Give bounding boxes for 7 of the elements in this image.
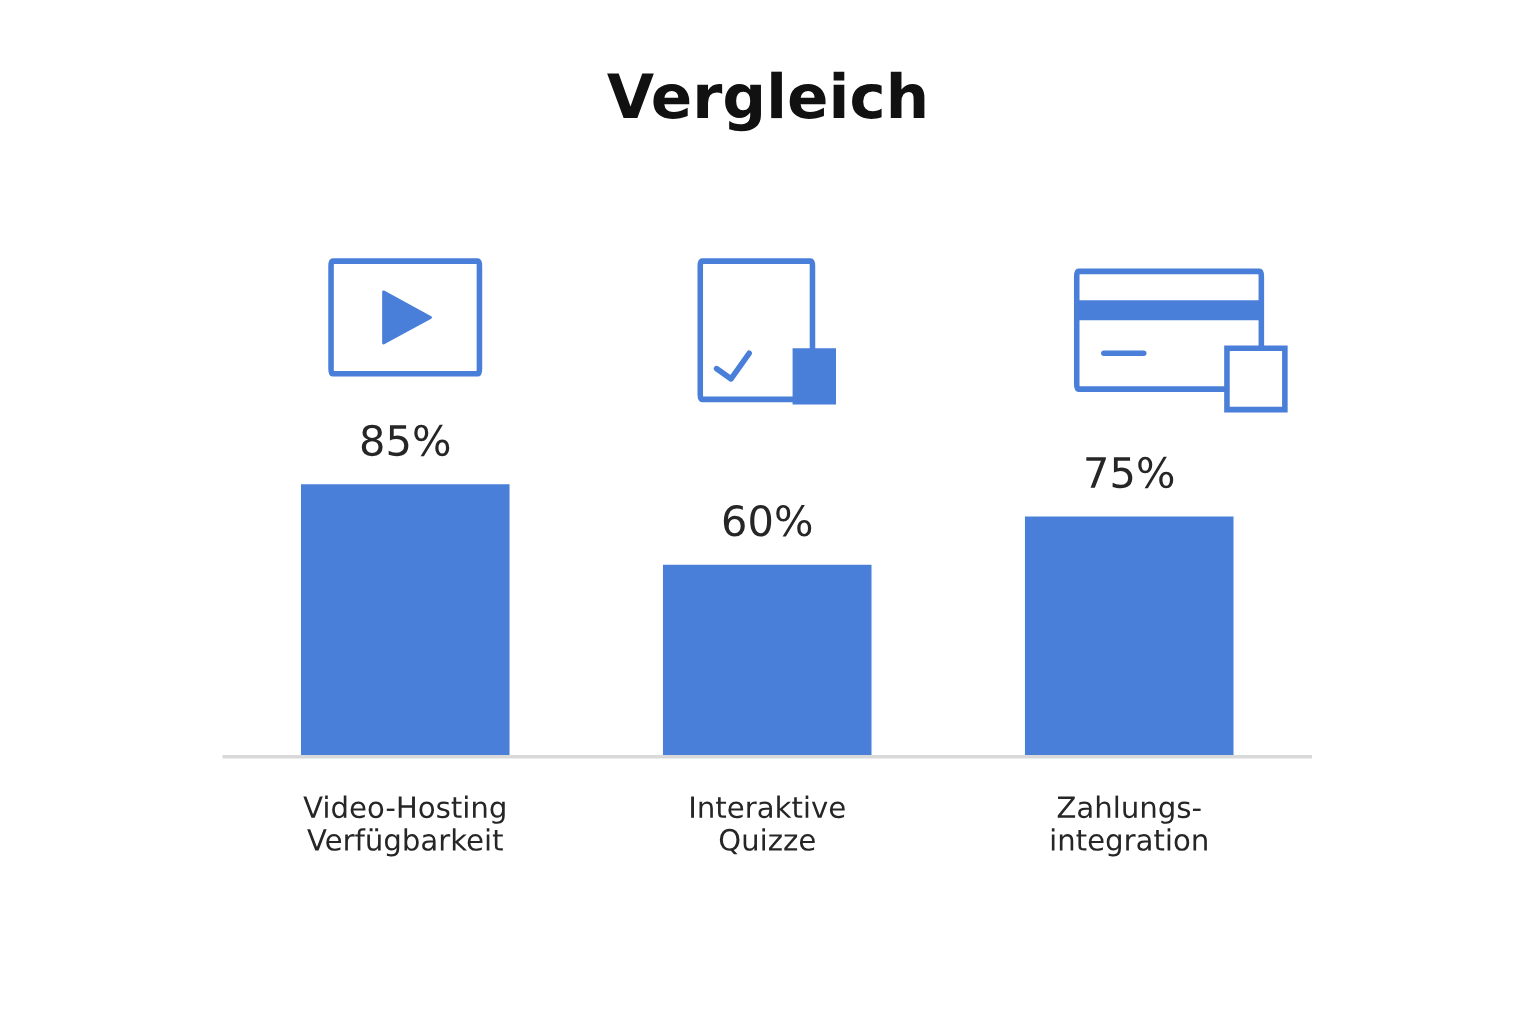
x-tick-label: Interaktive Quizze (691, 795, 845, 855)
x-tick-label: Video-Hosting Verfügbarkeit (303, 795, 505, 857)
data-label: 60% (723, 504, 812, 537)
data-label: 85% (361, 424, 450, 457)
x-tick-label: Zahlungs- integration (1051, 795, 1207, 857)
data-label: 75% (1086, 456, 1174, 489)
chart-title: Vergleich (607, 71, 925, 132)
